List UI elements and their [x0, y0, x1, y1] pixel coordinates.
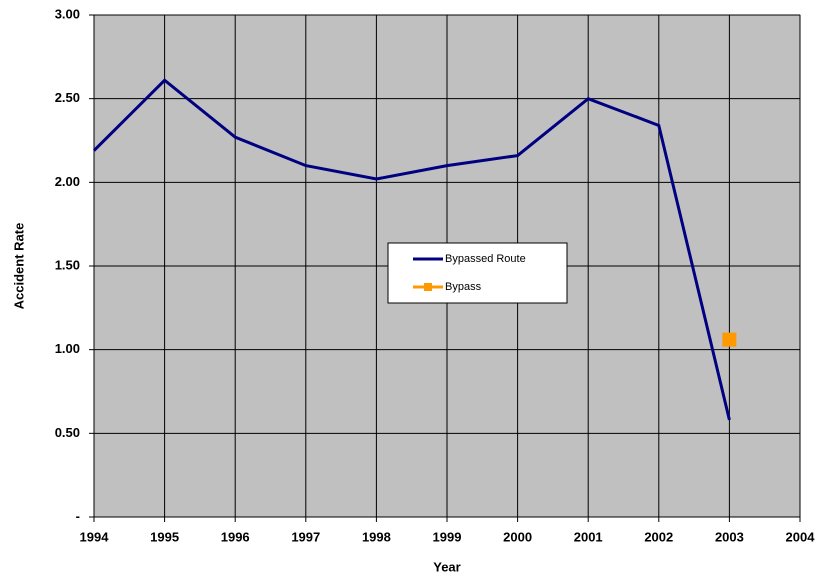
series-line [92, 78, 731, 421]
y-tick-label: 1.00 [55, 341, 80, 356]
x-tick-label: 1997 [291, 529, 320, 544]
x-axis-title: Year [433, 559, 460, 574]
y-tick-label: 3.00 [55, 6, 80, 21]
x-tick-label: 2004 [786, 529, 816, 544]
x-tick-label: 2000 [503, 529, 532, 544]
y-tick-label: 1.50 [55, 257, 80, 272]
legend-label: Bypass [445, 281, 482, 293]
y-axis-title: Accident Rate [11, 223, 26, 310]
legend [387, 242, 568, 304]
marker [722, 332, 737, 347]
x-tick-label: 1996 [221, 529, 250, 544]
y-tick-label: - [76, 508, 80, 523]
legend-label: Bypassed Route [445, 253, 526, 265]
y-tick-label: 2.50 [55, 90, 80, 105]
x-tick-label: 2001 [574, 529, 603, 544]
x-tick-label: 1999 [433, 529, 462, 544]
x-tick-label: 1994 [80, 529, 110, 544]
y-tick-label: 2.00 [55, 174, 80, 189]
x-tick-label: 2002 [644, 529, 673, 544]
y-tick-label: 0.50 [55, 425, 80, 440]
legend-marker [424, 283, 432, 291]
x-tick-label: 2003 [715, 529, 744, 544]
x-tick-label: 1998 [362, 529, 391, 544]
x-tick-label: 1995 [150, 529, 179, 544]
